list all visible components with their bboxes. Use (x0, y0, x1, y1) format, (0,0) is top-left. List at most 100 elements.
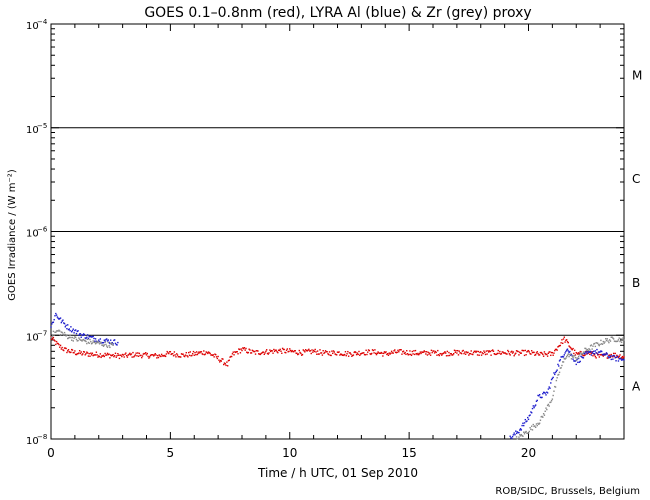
data-point (260, 352, 262, 355)
data-point (251, 349, 254, 352)
data-point (324, 350, 327, 352)
data-point (363, 353, 366, 356)
data-point (563, 358, 566, 360)
data-point (582, 357, 585, 359)
data-point (457, 354, 460, 356)
data-point (78, 350, 81, 352)
data-point (598, 351, 601, 353)
data-point (227, 359, 230, 362)
data-point (205, 351, 207, 353)
data-point (493, 352, 495, 355)
data-point (398, 349, 401, 351)
data-point (487, 350, 489, 352)
data-point (579, 351, 581, 354)
data-point (477, 350, 480, 353)
data-point (557, 346, 559, 348)
data-point (71, 349, 74, 351)
data-point (121, 353, 124, 356)
data-point (303, 350, 305, 352)
data-point (489, 350, 491, 353)
data-point (220, 360, 223, 362)
data-point (147, 355, 149, 358)
data-point (101, 342, 103, 344)
data-point (254, 353, 257, 355)
data-point (304, 349, 307, 351)
data-point (86, 342, 88, 345)
data-point (577, 357, 580, 360)
data-point (523, 424, 525, 427)
data-point (437, 354, 440, 356)
data-point (378, 352, 380, 354)
data-point (428, 353, 430, 355)
data-point (97, 341, 99, 343)
data-point (614, 340, 616, 343)
data-point (552, 354, 554, 356)
data-point (76, 330, 78, 333)
data-point (497, 349, 499, 352)
x-axis-ticks: 0 5 10 15 20 (47, 24, 625, 460)
data-point (470, 350, 472, 352)
data-point (328, 351, 331, 353)
data-point (294, 350, 297, 352)
data-point (68, 336, 71, 339)
data-point (395, 351, 398, 354)
data-point (146, 352, 148, 355)
data-point (612, 354, 615, 357)
data-point (601, 343, 603, 345)
data-point (306, 350, 308, 352)
data-point (268, 352, 270, 354)
data-point (269, 349, 271, 351)
data-point (593, 354, 596, 356)
data-point (540, 416, 542, 418)
data-point (293, 350, 296, 352)
data-point (578, 353, 581, 355)
y-tick-label: 10−6 (26, 226, 48, 240)
data-point (85, 352, 87, 355)
data-point (612, 352, 615, 355)
data-point (520, 429, 523, 431)
data-point (52, 321, 55, 323)
data-point (109, 339, 112, 341)
data-point (51, 321, 54, 324)
data-point (539, 396, 542, 399)
data-point (253, 350, 255, 353)
data-point (535, 400, 538, 402)
data-point (185, 351, 187, 354)
data-point (399, 349, 402, 351)
data-point (54, 340, 56, 342)
data-point (559, 367, 562, 369)
data-point (525, 420, 527, 423)
data-point (552, 394, 554, 397)
data-point (51, 338, 53, 341)
data-point (59, 330, 61, 332)
data-point (609, 355, 612, 357)
data-point (117, 354, 120, 356)
data-point (87, 355, 90, 357)
data-point (566, 339, 568, 341)
data-point (514, 434, 516, 436)
data-point (581, 356, 583, 358)
data-point (373, 352, 375, 354)
data-point (138, 352, 141, 355)
data-point (63, 349, 65, 352)
data-point (389, 353, 391, 355)
data-point (63, 347, 66, 349)
data-point (322, 349, 324, 352)
data-point (312, 351, 314, 353)
x-axis-label: Time / h UTC, 01 Sep 2010 (257, 466, 418, 480)
data-point (296, 352, 298, 355)
data-point (407, 354, 410, 356)
data-point (519, 434, 521, 436)
data-point (88, 342, 90, 344)
data-point (561, 364, 563, 367)
data-point (562, 338, 565, 340)
data-point (238, 348, 241, 351)
data-point (80, 336, 82, 338)
data-point (238, 348, 240, 350)
data-point (333, 351, 336, 353)
data-point (505, 353, 507, 355)
data-point (550, 401, 552, 403)
data-point (573, 355, 575, 357)
data-point (523, 433, 526, 435)
data-point (567, 341, 569, 344)
